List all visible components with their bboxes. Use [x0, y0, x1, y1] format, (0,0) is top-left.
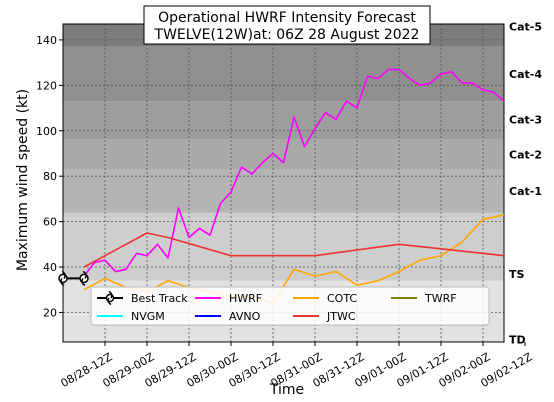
best-track-point-icon — [58, 270, 68, 287]
x-axis-label: Time — [269, 382, 304, 398]
title-line-1: Operational HWRF Intensity Forecast — [158, 10, 416, 26]
category-label-td: TD — [509, 334, 526, 347]
y-axis-label: Maximum wind speed (kt) — [15, 89, 31, 271]
category-bands — [63, 24, 504, 342]
legend-item-avno: AVNO — [195, 310, 261, 323]
legend-item-twrf: TWRF — [391, 292, 457, 305]
best-track-point-icon — [79, 270, 89, 287]
category-label-cat-4: Cat-4 — [509, 68, 542, 81]
band-cat-3 — [63, 101, 504, 140]
band-cat-4 — [63, 46, 504, 102]
legend-label: HWRF — [229, 292, 262, 305]
category-labels: Cat-5 Cat-4 Cat-3 Cat-2 Cat-1 TS TD — [509, 20, 542, 346]
category-label-cat-1: Cat-1 — [509, 185, 542, 198]
legend-item-cotc: COTC — [293, 292, 357, 305]
band-cat-2 — [63, 139, 504, 170]
legend-box — [90, 286, 490, 326]
best-track-markers — [58, 270, 89, 287]
legend-item-best-track: Best Track — [97, 290, 188, 306]
category-label-ts: TS — [509, 268, 525, 281]
legend-item-nvgm: NVGM — [97, 310, 165, 323]
series-jtwc — [83, 232, 505, 268]
legend-label: TWRF — [424, 292, 457, 305]
legend-item-hwrf: HWRF — [195, 292, 262, 305]
y-tick-label: 60 — [43, 216, 57, 229]
legend-label: AVNO — [229, 310, 261, 323]
category-label-cat-5: Cat-5 — [509, 20, 542, 33]
y-axis-ticks: 20 40 60 80 100 120 140 — [36, 34, 63, 319]
y-tick-label: 140 — [36, 34, 57, 47]
series-hwrf — [83, 68, 505, 277]
legend-item-jtwc: JTWC — [293, 310, 356, 323]
y-tick-label: 40 — [43, 261, 57, 274]
y-tick-label: 80 — [43, 170, 57, 183]
legend-label: NVGM — [131, 310, 165, 323]
chart-title: Operational HWRF Intensity Forecast TWEL… — [143, 5, 431, 45]
y-tick-label: 120 — [36, 79, 57, 92]
legend-label: COTC — [327, 292, 357, 305]
legend-label: Best Track — [131, 292, 188, 305]
y-tick-label: 20 — [43, 306, 57, 319]
legend: Best Track HWRF COTC TWRF NVGM AVNO JTWC — [90, 286, 490, 326]
category-label-cat-2: Cat-2 — [509, 149, 542, 162]
legend-hurricane-icon — [105, 290, 115, 306]
category-label-cat-3: Cat-3 — [509, 113, 542, 126]
band-ts — [63, 212, 504, 281]
legend-label: JTWC — [326, 310, 356, 323]
y-tick-label: 100 — [36, 125, 57, 138]
title-line-2: TWELVE(12W)at: 06Z 28 August 2022 — [154, 27, 420, 43]
